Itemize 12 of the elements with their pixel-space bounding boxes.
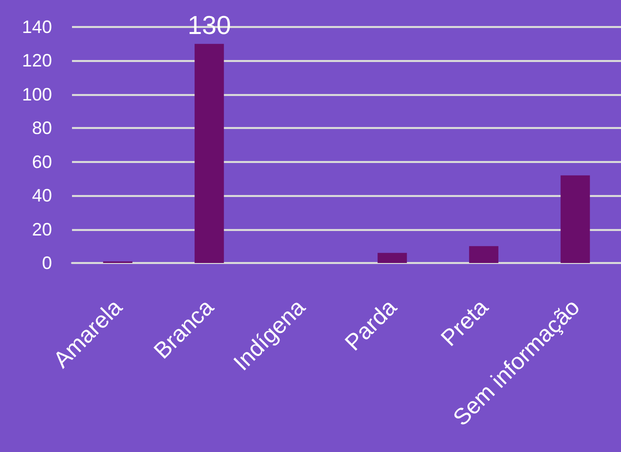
bar — [560, 175, 590, 263]
y-tick-label: 0 — [42, 253, 52, 273]
y-tick-label: 80 — [32, 118, 52, 138]
bar — [194, 44, 224, 263]
y-tick-label: 20 — [32, 219, 52, 240]
y-tick-label: 60 — [32, 152, 52, 172]
y-tick-label: 140 — [22, 17, 52, 37]
bar — [378, 252, 407, 263]
y-tick-label: 100 — [22, 84, 52, 104]
y-tick-label: 40 — [32, 186, 52, 206]
bar — [469, 246, 498, 263]
y-tick-label: 120 — [22, 50, 52, 71]
